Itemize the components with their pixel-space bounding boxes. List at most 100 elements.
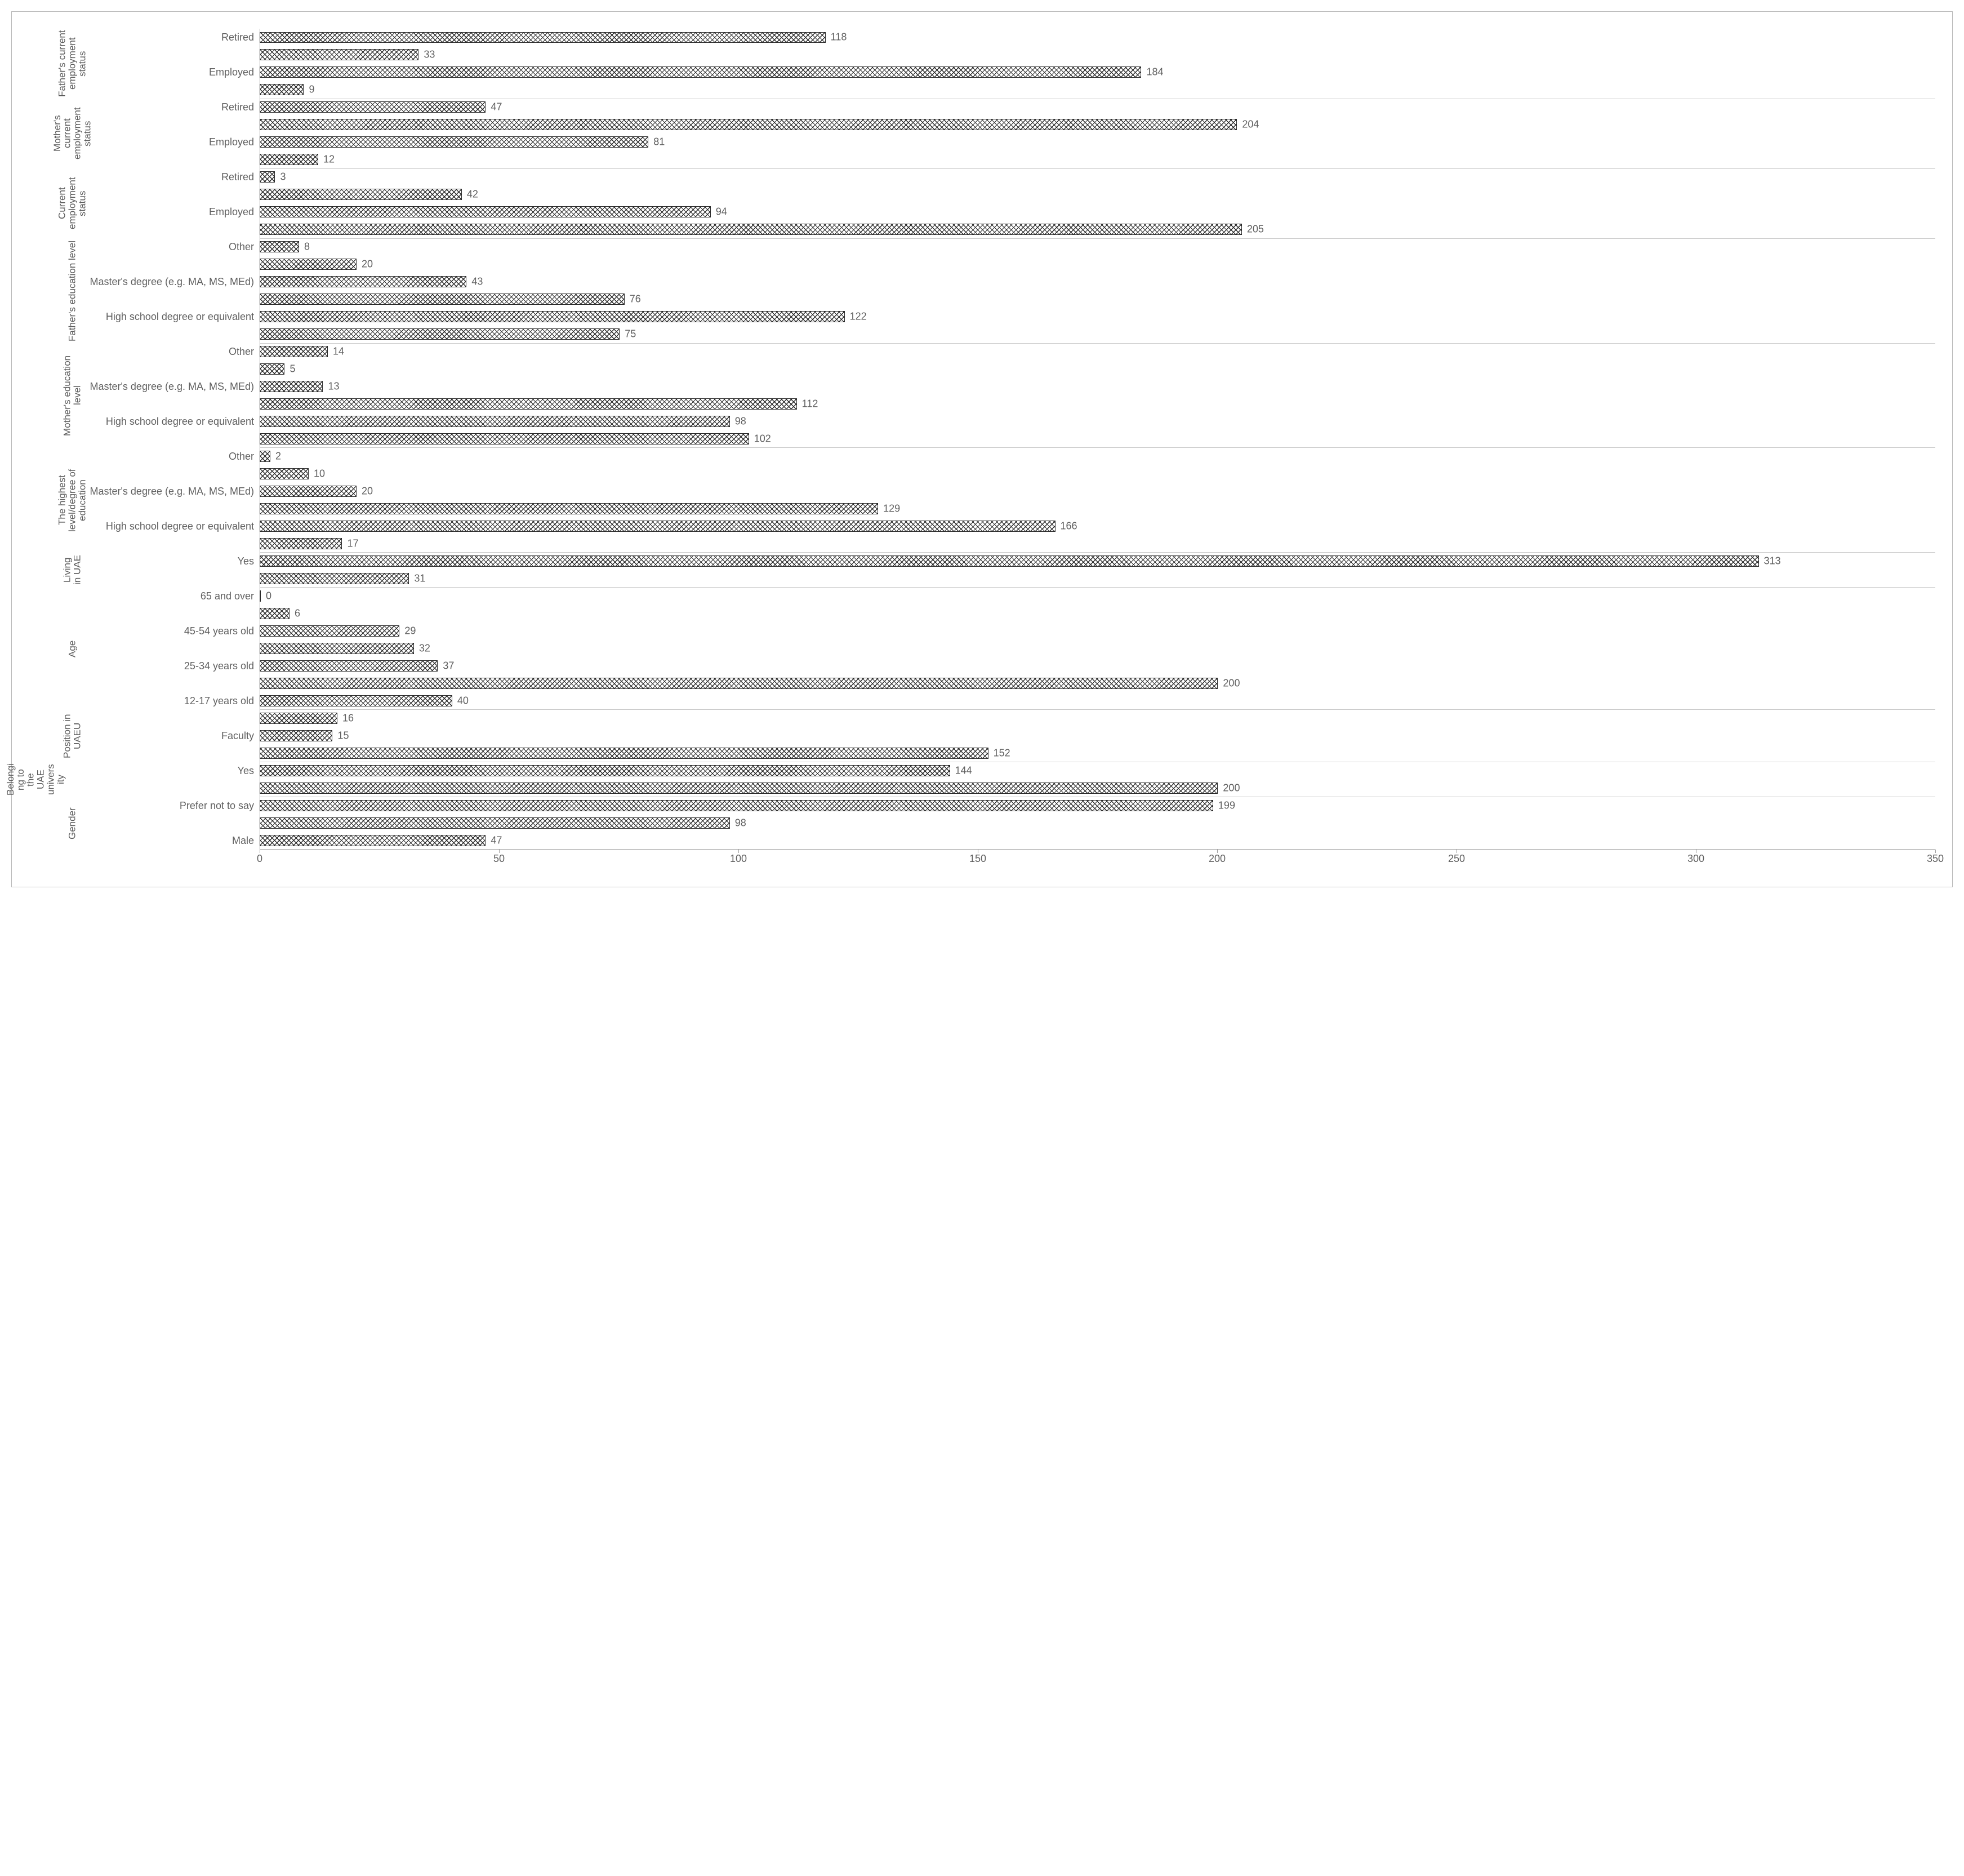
bar-row: 184 bbox=[260, 64, 1935, 81]
bar-value-label: 43 bbox=[471, 276, 483, 288]
bar-value-label: 184 bbox=[1146, 66, 1163, 78]
bar-value-label: 31 bbox=[414, 573, 425, 585]
bar-row: 75 bbox=[260, 326, 1935, 343]
bar: 10 bbox=[260, 469, 308, 479]
bar: 102 bbox=[260, 434, 749, 444]
bar-label bbox=[91, 116, 260, 134]
bar-label: Other bbox=[91, 238, 260, 256]
bar-row: 3 bbox=[260, 168, 1935, 186]
bar: 20 bbox=[260, 486, 356, 496]
bar-value-label: 313 bbox=[1764, 555, 1781, 567]
bar-label bbox=[91, 605, 260, 623]
bar-value-label: 5 bbox=[290, 363, 295, 375]
x-tick: 150 bbox=[969, 853, 986, 865]
bar-row: 313 bbox=[260, 553, 1935, 570]
group-inner-label: Mother's education level bbox=[54, 343, 91, 448]
bar-label: High school degree or equivalent bbox=[91, 518, 260, 535]
group-inner-label: The highest level/degree of education bbox=[54, 448, 91, 553]
bar: 152 bbox=[260, 748, 988, 758]
bar: 29 bbox=[260, 626, 399, 636]
bar-row: 42 bbox=[260, 186, 1935, 203]
bar-value-label: 129 bbox=[883, 503, 900, 515]
bar-label: 25-34 years old bbox=[91, 657, 260, 675]
bar-label: Employed bbox=[91, 134, 260, 151]
bar: 32 bbox=[260, 643, 413, 654]
bar-row: 0 bbox=[260, 588, 1935, 605]
bar-label: Master's degree (e.g. MA, MS, MEd) bbox=[91, 273, 260, 291]
bar-label bbox=[91, 430, 260, 448]
bar: 112 bbox=[260, 399, 796, 409]
bar: 16 bbox=[260, 713, 337, 723]
bar-value-label: 32 bbox=[419, 642, 430, 654]
bar-label bbox=[91, 780, 260, 797]
bar: 40 bbox=[260, 696, 452, 706]
bar-row: 2 bbox=[260, 448, 1935, 465]
bar: 118 bbox=[260, 33, 825, 43]
bar-label bbox=[91, 291, 260, 308]
bar-row: 112 bbox=[260, 395, 1935, 413]
bar-row: 40 bbox=[260, 692, 1935, 709]
group-inner-label: Gender bbox=[54, 797, 91, 850]
bar-value-label: 0 bbox=[266, 590, 271, 602]
bar-label: High school degree or equivalent bbox=[91, 308, 260, 326]
bar: 33 bbox=[260, 50, 418, 60]
bar-value-label: 122 bbox=[850, 311, 867, 323]
bar-label: Retired bbox=[91, 168, 260, 186]
bar-label bbox=[91, 326, 260, 343]
bar-row: 94 bbox=[260, 203, 1935, 221]
bar-label: Employed bbox=[91, 203, 260, 221]
bar-label: 12-17 years old bbox=[91, 692, 260, 710]
bar-row: 166 bbox=[260, 518, 1935, 535]
bar-value-label: 17 bbox=[347, 538, 358, 550]
group-outer-label bbox=[17, 588, 54, 710]
bar-value-label: 152 bbox=[994, 747, 1010, 759]
bar-value-label: 205 bbox=[1247, 224, 1264, 235]
bar-value-label: 94 bbox=[716, 206, 727, 218]
bar: 8 bbox=[260, 242, 299, 252]
bar-label: Master's degree (e.g. MA, MS, MEd) bbox=[91, 483, 260, 500]
bar-row: 204 bbox=[260, 116, 1935, 134]
bar: 184 bbox=[260, 67, 1141, 77]
bar: 94 bbox=[260, 207, 710, 217]
bar-row: 15 bbox=[260, 727, 1935, 744]
chart-container: Belonging to the UAE university Father's… bbox=[11, 11, 1953, 887]
bar-label: Other bbox=[91, 343, 260, 361]
bar-value-label: 98 bbox=[735, 416, 746, 428]
bar-value-label: 12 bbox=[323, 154, 335, 166]
bar-value-label: 29 bbox=[404, 625, 416, 637]
bar-label bbox=[91, 361, 260, 378]
bar: 122 bbox=[260, 312, 844, 322]
group-inner-label: Father's current employment status bbox=[54, 29, 91, 99]
group-outer-label bbox=[17, 29, 54, 99]
bar-row: 102 bbox=[260, 430, 1935, 448]
bar-label bbox=[91, 221, 260, 238]
bar-value-label: 42 bbox=[467, 189, 478, 201]
bar-value-label: 98 bbox=[735, 817, 746, 829]
bar-row: 118 bbox=[260, 29, 1935, 46]
group-outer-label bbox=[17, 553, 54, 588]
bar-value-label: 47 bbox=[491, 101, 502, 113]
bar: 200 bbox=[260, 678, 1217, 688]
group-outer-label bbox=[17, 99, 54, 168]
bar: 6 bbox=[260, 608, 289, 619]
bar-label: Master's degree (e.g. MA, MS, MEd) bbox=[91, 378, 260, 395]
group-inner-label: Position in UAEU bbox=[54, 710, 91, 762]
plot-area: 1183318494720481123429420582043761227514… bbox=[260, 29, 1935, 850]
bar-label: High school degree or equivalent bbox=[91, 413, 260, 430]
bar: 205 bbox=[260, 224, 1241, 234]
bar-value-label: 15 bbox=[337, 730, 349, 741]
bar-value-label: 9 bbox=[309, 84, 314, 96]
group-outer-label bbox=[17, 168, 54, 238]
group-outer-label bbox=[17, 797, 54, 850]
bar-label bbox=[91, 151, 260, 168]
group-inner-label: Mother's current employment status bbox=[54, 99, 91, 168]
bar-label: Retired bbox=[91, 99, 260, 116]
group-inner-label: Age bbox=[54, 588, 91, 710]
bar: 2 bbox=[260, 451, 270, 461]
bar-value-label: 20 bbox=[362, 486, 373, 497]
bar: 17 bbox=[260, 539, 341, 549]
bar-label bbox=[91, 675, 260, 692]
bar-value-label: 6 bbox=[295, 607, 300, 619]
category-label-columns: Belonging to the UAE university Father's… bbox=[17, 29, 91, 870]
bar-value-label: 76 bbox=[630, 294, 641, 305]
